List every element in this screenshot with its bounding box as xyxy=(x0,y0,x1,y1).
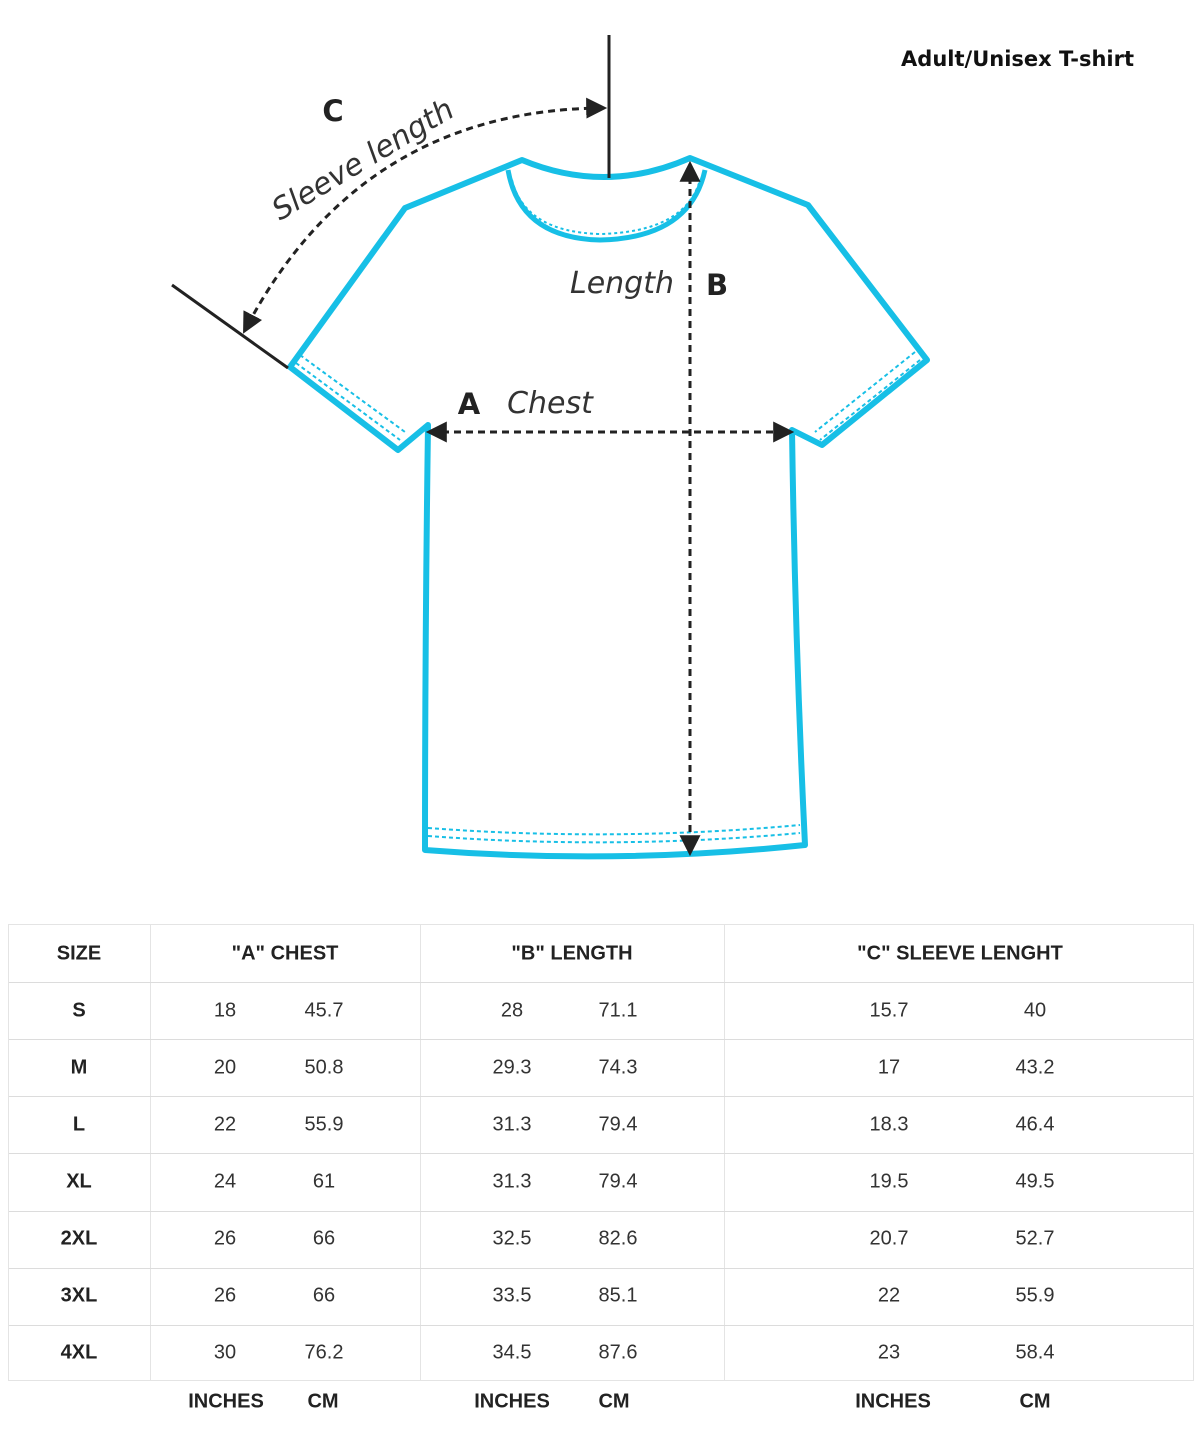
tshirt-diagram: C Sleeve length Length B A Chest xyxy=(171,35,930,860)
shirt-outline xyxy=(287,155,930,860)
value-cell: 33.5 xyxy=(492,1284,532,1307)
value-cell: 76.2 xyxy=(304,1341,344,1364)
value-cell: 28 xyxy=(500,999,524,1022)
row-divider xyxy=(9,1039,1193,1041)
value-cell: 26 xyxy=(213,1284,237,1307)
length-label: Length xyxy=(570,266,674,301)
value-cell: 22 xyxy=(213,1113,237,1136)
value-cell: 17 xyxy=(877,1056,901,1079)
value-cell: 46.4 xyxy=(1015,1113,1055,1136)
value-cell: 19.5 xyxy=(869,1170,909,1193)
value-cell: 29.3 xyxy=(492,1056,532,1079)
value-cell: 18 xyxy=(213,999,237,1022)
value-cell: 55.9 xyxy=(304,1113,344,1136)
row-divider xyxy=(9,1324,1193,1326)
column-header: "C" SLEEVE LENGHT xyxy=(857,942,1063,965)
column-header: "A" CHEST xyxy=(231,942,339,965)
cuff-reference-line xyxy=(171,283,289,370)
value-cell: 18.3 xyxy=(869,1113,909,1136)
value-cell: 40 xyxy=(1023,999,1047,1022)
value-cell: 82.6 xyxy=(598,1227,638,1250)
size-cell: 4XL xyxy=(60,1341,98,1364)
unit-label: CM xyxy=(307,1390,339,1413)
value-cell: 43.2 xyxy=(1015,1056,1055,1079)
unit-label: INCHES xyxy=(855,1390,931,1413)
value-cell: 74.3 xyxy=(598,1056,638,1079)
unit-label: INCHES xyxy=(188,1390,264,1413)
value-cell: 31.3 xyxy=(492,1170,532,1193)
row-divider xyxy=(9,1210,1193,1212)
value-cell: 61 xyxy=(312,1170,336,1193)
value-cell: 55.9 xyxy=(1015,1284,1055,1307)
value-cell: 79.4 xyxy=(598,1113,638,1136)
row-divider xyxy=(9,1096,1193,1098)
unit-label: INCHES xyxy=(474,1390,550,1413)
value-cell: 87.6 xyxy=(598,1341,638,1364)
value-cell: 85.1 xyxy=(598,1284,638,1307)
value-cell: 49.5 xyxy=(1015,1170,1055,1193)
value-cell: 20.7 xyxy=(869,1227,909,1250)
unit-label: CM xyxy=(598,1390,630,1413)
value-cell: 50.8 xyxy=(304,1056,344,1079)
size-cell: 3XL xyxy=(60,1284,98,1307)
length-letter: B xyxy=(706,268,728,302)
value-cell: 66 xyxy=(312,1227,336,1250)
value-cell: 34.5 xyxy=(492,1341,532,1364)
chest-letter: A xyxy=(458,387,481,421)
value-cell: 52.7 xyxy=(1015,1227,1055,1250)
value-cell: 30 xyxy=(213,1341,237,1364)
column-divider xyxy=(150,925,151,1380)
size-table: SIZE "A" CHEST "B" LENGTH "C" SLEEVE LENGHT… xyxy=(8,924,1194,1381)
value-cell: 20 xyxy=(213,1056,237,1079)
sleeve-letter: C xyxy=(322,94,343,128)
value-cell: 26 xyxy=(213,1227,237,1250)
row-divider xyxy=(9,982,1193,984)
row-divider xyxy=(9,1267,1193,1269)
value-cell: 71.1 xyxy=(598,999,638,1022)
row-divider xyxy=(9,1153,1193,1155)
size-cell: S xyxy=(72,999,86,1022)
value-cell: 23 xyxy=(877,1341,901,1364)
sleeve-length-arrow xyxy=(243,97,608,334)
value-cell: 45.7 xyxy=(304,999,344,1022)
size-cell: 2XL xyxy=(60,1227,98,1250)
column-header: SIZE xyxy=(56,942,102,965)
size-cell: XL xyxy=(66,1170,92,1193)
column-divider xyxy=(724,925,725,1380)
value-cell: 22 xyxy=(877,1284,901,1307)
value-cell: 32.5 xyxy=(492,1227,532,1250)
size-cell: L xyxy=(72,1113,86,1136)
column-header: "B" LENGTH xyxy=(511,942,633,965)
value-cell: 24 xyxy=(213,1170,237,1193)
size-cell: M xyxy=(70,1056,88,1079)
chest-label: Chest xyxy=(507,386,594,421)
unit-label: CM xyxy=(1019,1390,1051,1413)
chart-title: Adult/Unisex T-shirt xyxy=(901,47,1134,71)
column-divider xyxy=(420,925,421,1380)
value-cell: 58.4 xyxy=(1015,1341,1055,1364)
value-cell: 66 xyxy=(312,1284,336,1307)
value-cell: 15.7 xyxy=(869,999,909,1022)
value-cell: 79.4 xyxy=(598,1170,638,1193)
value-cell: 31.3 xyxy=(492,1113,532,1136)
